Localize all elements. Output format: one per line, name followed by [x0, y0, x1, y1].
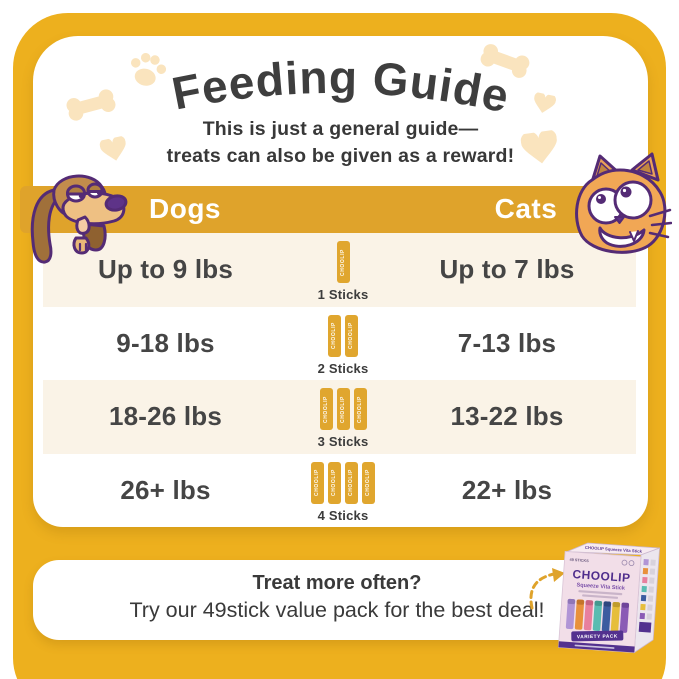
table-row: Up to 9 lbs CHOOLIP 1 Sticks Up to 7 lbs — [43, 233, 636, 307]
box-sticks-art — [565, 598, 630, 633]
heart-icon — [520, 129, 557, 164]
cat-weight: Up to 7 lbs — [439, 254, 575, 285]
heart-icon — [99, 135, 126, 161]
page-title-text: Feeding Guide — [163, 46, 519, 128]
treat-stick-icon: CHOOLIP — [336, 241, 350, 284]
sticks-cell: CHOOLIP CHOOLIP CHOOLIP 3 Sticks — [288, 384, 398, 449]
sticks-cell: CHOOLIP 1 Sticks — [288, 237, 398, 302]
treat-stick-icon: CHOOLIP — [362, 461, 375, 504]
product-box-image: CHOOLIP Squeeze Vita Stick 49 STICKS CHO… — [558, 542, 661, 654]
feeding-table: Up to 9 lbs CHOOLIP 1 Sticks Up to 7 lbs… — [43, 233, 636, 527]
dog-weight: 18-26 lbs — [108, 401, 223, 432]
table-row: 9-18 lbs CHOOLIP CHOOLIP 2 Sticks 7-13 l… — [43, 307, 636, 381]
stick-brand-text: CHOOLIP — [348, 322, 354, 350]
species-header-band: Dogs Cats — [20, 186, 660, 233]
stick-brand-text: CHOOLIP — [314, 469, 320, 497]
treat-stick-icon: CHOOLIP — [336, 388, 350, 431]
sticks-group: CHOOLIP CHOOLIP CHOOLIP — [319, 388, 367, 431]
dashed-arrow-icon — [529, 568, 565, 610]
treat-stick-icon: CHOOLIP — [345, 461, 358, 504]
sticks-group: CHOOLIP CHOOLIP — [328, 314, 358, 357]
dog-weight: 9-18 lbs — [116, 327, 215, 358]
dog-illustration — [30, 174, 128, 264]
cats-column-header: Cats — [494, 193, 558, 224]
stick-brand-text: CHOOLIP — [331, 469, 337, 497]
stick-brand-text: CHOOLIP — [339, 248, 346, 276]
cat-weight: 22+ lbs — [461, 474, 553, 505]
page-title: Feeding Guide — [163, 46, 519, 128]
treat-stick-icon: CHOOLIP — [311, 461, 324, 504]
dog-weight: Up to 9 lbs — [97, 254, 234, 285]
stick-brand-text: CHOOLIP — [356, 395, 363, 423]
sticks-group: CHOOLIP CHOOLIP CHOOLIP CHOOLIP — [311, 461, 375, 504]
subtitle-line-2: treats can also be given as a reward! — [166, 145, 515, 167]
box-brand: CHOOLIP — [572, 567, 631, 585]
treat-stick-icon: CHOOLIP — [319, 388, 333, 431]
box-side-panel — [638, 558, 656, 633]
cat-illustration — [575, 152, 672, 254]
sticks-cell: CHOOLIP CHOOLIP CHOOLIP CHOOLIP 4 Sticks — [288, 458, 398, 523]
sticks-count-label: 4 Sticks — [317, 507, 369, 523]
bone-icon — [66, 89, 116, 121]
sticks-count-label: 1 Sticks — [317, 287, 369, 303]
footer-text: Try our 49stick value pack for the best … — [129, 598, 545, 622]
stick-brand-text: CHOOLIP — [339, 395, 346, 423]
stick-brand-text: CHOOLIP — [365, 469, 371, 497]
box-stick-count: 49 STICKS — [569, 558, 589, 563]
sticks-count-label: 3 Sticks — [317, 434, 369, 450]
treat-stick-icon: CHOOLIP — [328, 461, 341, 504]
stick-brand-text: CHOOLIP — [322, 395, 329, 423]
bone-icon — [480, 44, 530, 78]
cat-weight: 7-13 lbs — [457, 327, 557, 358]
treat-stick-icon: CHOOLIP — [328, 314, 341, 357]
footer-banner: Treat more often? Try our 49stick value … — [33, 560, 641, 640]
treat-stick-icon: CHOOLIP — [353, 388, 367, 431]
heart-icon — [534, 92, 556, 113]
sticks-count-label: 2 Sticks — [317, 360, 369, 376]
subtitle: This is just a general guide— treats can… — [33, 116, 648, 170]
box-badge: VARIETY PACK — [577, 634, 618, 641]
dogs-column-header: Dogs — [149, 193, 221, 224]
stick-brand-text: CHOOLIP — [348, 469, 354, 497]
stick-brand-text: CHOOLIP — [331, 322, 337, 350]
subtitle-line-1: This is just a general guide— — [202, 118, 479, 140]
box-subtitle: Squeeze Vita Stick — [576, 582, 626, 591]
dog-weight: 26+ lbs — [120, 474, 211, 505]
footer-heading: Treat more often? — [252, 572, 422, 594]
treat-stick-icon: CHOOLIP — [345, 314, 358, 357]
cat-weight: 13-22 lbs — [450, 401, 564, 432]
paw-icon — [130, 52, 167, 86]
box-top-text: CHOOLIP Squeeze Vita Stick — [585, 545, 643, 554]
sticks-group: CHOOLIP — [336, 241, 350, 284]
svg-text:Feeding Guide: Feeding Guide — [168, 51, 515, 123]
sticks-cell: CHOOLIP CHOOLIP 2 Sticks — [288, 311, 398, 376]
table-row: 18-26 lbs CHOOLIP CHOOLIP CHOOLIP 3 Stic… — [43, 380, 636, 454]
table-row: 26+ lbs CHOOLIP CHOOLIP CHOOLIP CHOOLIP … — [43, 454, 636, 528]
